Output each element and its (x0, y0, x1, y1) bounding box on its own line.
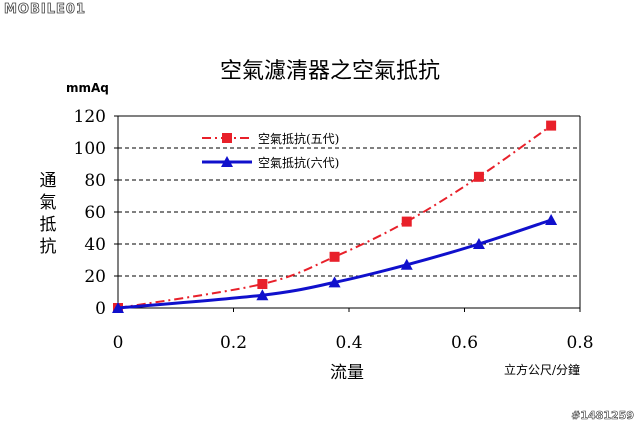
tick-labels: 0 20 40 60 80 100 120 0 0.2 0.4 0.6 0.8 (74, 107, 594, 353)
y-tick-label: 0 (95, 299, 106, 319)
y-axis-unit: mmAq (66, 81, 109, 95)
y-axis-label-char: 抵 (40, 215, 57, 235)
data-point-triangle (400, 258, 413, 270)
data-point-triangle (221, 156, 233, 167)
y-tick-label: 60 (84, 203, 106, 223)
data-point-triangle (328, 276, 341, 288)
legend-label: 空氣抵抗(六代) (258, 155, 339, 170)
data-point-triangle (256, 289, 269, 301)
data-point-square (222, 133, 232, 143)
legend-item-1: 空氣抵抗(五代) (202, 131, 339, 146)
y-tick-label: 120 (74, 107, 106, 127)
x-axis-label: 流量 (330, 363, 364, 383)
watermark-logo: MOBILE01 (4, 2, 86, 18)
y-axis-label-char: 抗 (40, 237, 57, 257)
data-point-square (546, 120, 557, 131)
legend-item-2: 空氣抵抗(六代) (202, 155, 339, 170)
x-axis-unit: 立方公尺/分鐘 (504, 362, 580, 377)
data-point-triangle (112, 302, 124, 313)
image-id-label: #1481259 (571, 409, 634, 423)
y-axis-label-char: 通 (40, 171, 57, 191)
chart-title: 空氣濾清器之空氣抵抗 (220, 59, 440, 84)
data-point-triangle (545, 214, 558, 225)
y-tick-label: 100 (74, 139, 106, 159)
y-tick-label: 80 (84, 171, 106, 191)
y-tick-label: 20 (84, 267, 106, 287)
data-point-triangle (472, 238, 485, 249)
y-axis-label-char: 氣 (40, 193, 57, 213)
legend: 空氣抵抗(五代) 空氣抵抗(六代) (202, 131, 339, 170)
series-layer (112, 120, 558, 313)
data-point-square (329, 251, 340, 262)
x-tick-label: 0.6 (451, 333, 478, 353)
series-2 (112, 214, 558, 313)
x-tick-label: 0.2 (220, 333, 247, 353)
x-tick-label: 0.8 (566, 333, 593, 353)
x-tick-label: 0.4 (335, 333, 362, 353)
data-point-square (473, 171, 484, 182)
y-tick-label: 40 (84, 235, 106, 255)
x-tick-label: 0 (113, 333, 124, 353)
legend-label: 空氣抵抗(五代) (258, 131, 339, 146)
data-point-square (257, 279, 268, 289)
series-line (117, 218, 552, 310)
series-line (117, 124, 552, 309)
data-point-square (401, 216, 412, 227)
grid-lines (118, 115, 580, 277)
